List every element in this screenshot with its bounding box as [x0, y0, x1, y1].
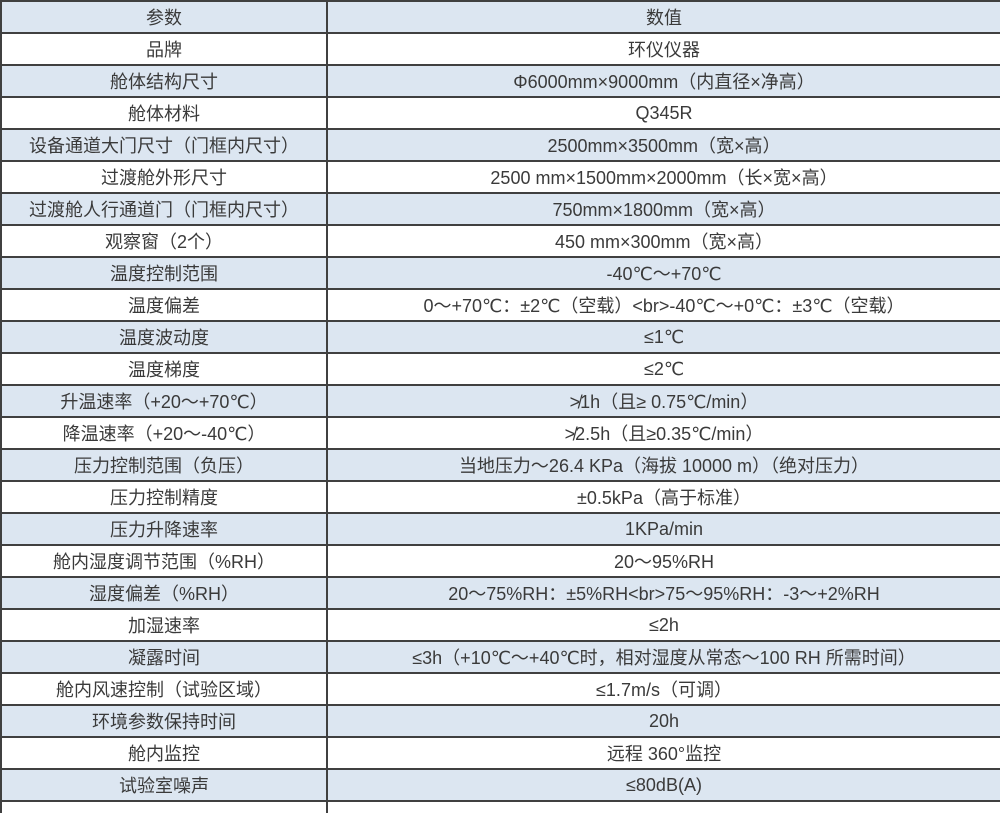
param-cell: 舱体材料: [0, 96, 328, 130]
value-cell: 0～+70℃：±2℃（空载）<br>-40℃～+0℃：±3℃（空载）: [326, 288, 1000, 322]
value-cell: 2500mm×3500mm（宽×高）: [326, 128, 1000, 162]
table-row: 加湿速率 ≤2h: [0, 608, 1000, 642]
table-row: 温度梯度 ≤2℃: [0, 352, 1000, 386]
param-cell: 过渡舱人行通道门（门框内尺寸）: [0, 192, 328, 226]
param-cell: 舱内监控: [0, 736, 328, 770]
param-cell: 温度梯度: [0, 352, 328, 386]
value-cell: ≯1h（且≥ 0.75℃/min）: [326, 384, 1000, 418]
param-cell: 观察窗（2个）: [0, 224, 328, 258]
value-cell: ±0.5kPa（高于标准）: [326, 480, 1000, 514]
table-row: 设备通道大门尺寸（门框内尺寸） 2500mm×3500mm（宽×高）: [0, 128, 1000, 162]
param-cell: 压力控制范围（负压）: [0, 448, 328, 482]
value-cell: [326, 800, 1000, 813]
table-row: 舱内风速控制（试验区域） ≤1.7m/s（可调）: [0, 672, 1000, 706]
value-cell: 750mm×1800mm（宽×高）: [326, 192, 1000, 226]
param-cell: 湿度偏差（%RH）: [0, 576, 328, 610]
value-cell: ≤80dB(A): [326, 768, 1000, 802]
param-cell: 品牌: [0, 32, 328, 66]
param-cell: 舱体结构尺寸: [0, 64, 328, 98]
table-row: 降温速率（+20～-40℃） ≯2.5h（且≥0.35℃/min）: [0, 416, 1000, 450]
table-row: 温度波动度 ≤1℃: [0, 320, 1000, 354]
param-cell: 舱内风速控制（试验区域）: [0, 672, 328, 706]
param-cell: 设备通道大门尺寸（门框内尺寸）: [0, 128, 328, 162]
table-row: 过渡舱人行通道门（门框内尺寸） 750mm×1800mm（宽×高）: [0, 192, 1000, 226]
value-cell: ≤2℃: [326, 352, 1000, 386]
param-cell: 温度控制范围: [0, 256, 328, 290]
value-cell: ≤3h（+10℃～+40℃时，相对湿度从常态～100 RH 所需时间）: [326, 640, 1000, 674]
table-row: 升温速率（+20～+70℃） ≯1h（且≥ 0.75℃/min）: [0, 384, 1000, 418]
value-cell: 1KPa/min: [326, 512, 1000, 546]
param-header-cell: 参数: [0, 0, 328, 34]
param-cell: 过渡舱外形尺寸: [0, 160, 328, 194]
table-row: 品牌 环仪仪器: [0, 32, 1000, 66]
param-cell: [0, 800, 328, 813]
param-cell: 升温速率（+20～+70℃）: [0, 384, 328, 418]
value-cell: ≤1℃: [326, 320, 1000, 354]
value-cell: Φ6000mm×9000mm（内直径×净高）: [326, 64, 1000, 98]
table-row: 温度偏差 0～+70℃：±2℃（空载）<br>-40℃～+0℃：±3℃（空载）: [0, 288, 1000, 322]
table-row: 温度控制范围 -40℃～+70℃: [0, 256, 1000, 290]
table-row: 舱内监控 远程 360°监控: [0, 736, 1000, 770]
table-row: 过渡舱外形尺寸 2500 mm×1500mm×2000mm（长×宽×高）: [0, 160, 1000, 194]
table-row: 试验室噪声 ≤80dB(A): [0, 768, 1000, 802]
value-cell: -40℃～+70℃: [326, 256, 1000, 290]
value-header-cell: 数值: [326, 0, 1000, 34]
param-cell: 降温速率（+20～-40℃）: [0, 416, 328, 450]
table-row: 凝露时间 ≤3h（+10℃～+40℃时，相对湿度从常态～100 RH 所需时间）: [0, 640, 1000, 674]
param-cell: 凝露时间: [0, 640, 328, 674]
param-cell: 压力控制精度: [0, 480, 328, 514]
value-cell: ≤2h: [326, 608, 1000, 642]
table-row: 观察窗（2个） 450 mm×300mm（宽×高）: [0, 224, 1000, 258]
header-row: 参数 数值: [0, 0, 1000, 34]
table-row: 舱体材料 Q345R: [0, 96, 1000, 130]
value-cell: 20～75%RH：±5%RH<br>75～95%RH：-3～+2%RH: [326, 576, 1000, 610]
table-row: 压力控制范围（负压） 当地压力～26.4 KPa（海拔 10000 m）（绝对压力…: [0, 448, 1000, 482]
value-cell: 20h: [326, 704, 1000, 738]
param-cell: 舱内湿度调节范围（%RH）: [0, 544, 328, 578]
value-cell: 450 mm×300mm（宽×高）: [326, 224, 1000, 258]
param-cell: 压力升降速率: [0, 512, 328, 546]
value-cell: 远程 360°监控: [326, 736, 1000, 770]
param-cell: 加湿速率: [0, 608, 328, 642]
table-row: 舱内湿度调节范围（%RH） 20～95%RH: [0, 544, 1000, 578]
param-cell: 试验室噪声: [0, 768, 328, 802]
table-row: 舱体结构尺寸 Φ6000mm×9000mm（内直径×净高）: [0, 64, 1000, 98]
param-cell: 环境参数保持时间: [0, 704, 328, 738]
value-cell: ≤1.7m/s（可调）: [326, 672, 1000, 706]
value-cell: Q345R: [326, 96, 1000, 130]
param-cell: 温度波动度: [0, 320, 328, 354]
value-cell: 当地压力～26.4 KPa（海拔 10000 m）（绝对压力）: [326, 448, 1000, 482]
param-cell: 温度偏差: [0, 288, 328, 322]
table-row: 环境参数保持时间 20h: [0, 704, 1000, 738]
value-cell: 2500 mm×1500mm×2000mm（长×宽×高）: [326, 160, 1000, 194]
partial-row: [0, 800, 1000, 813]
table-row: 压力升降速率 1KPa/min: [0, 512, 1000, 546]
value-cell: 20～95%RH: [326, 544, 1000, 578]
table-row: 压力控制精度 ±0.5kPa（高于标准）: [0, 480, 1000, 514]
table-row: 湿度偏差（%RH） 20～75%RH：±5%RH<br>75～95%RH：-3～+…: [0, 576, 1000, 610]
value-cell: 环仪仪器: [326, 32, 1000, 66]
value-cell: ≯2.5h（且≥0.35℃/min）: [326, 416, 1000, 450]
